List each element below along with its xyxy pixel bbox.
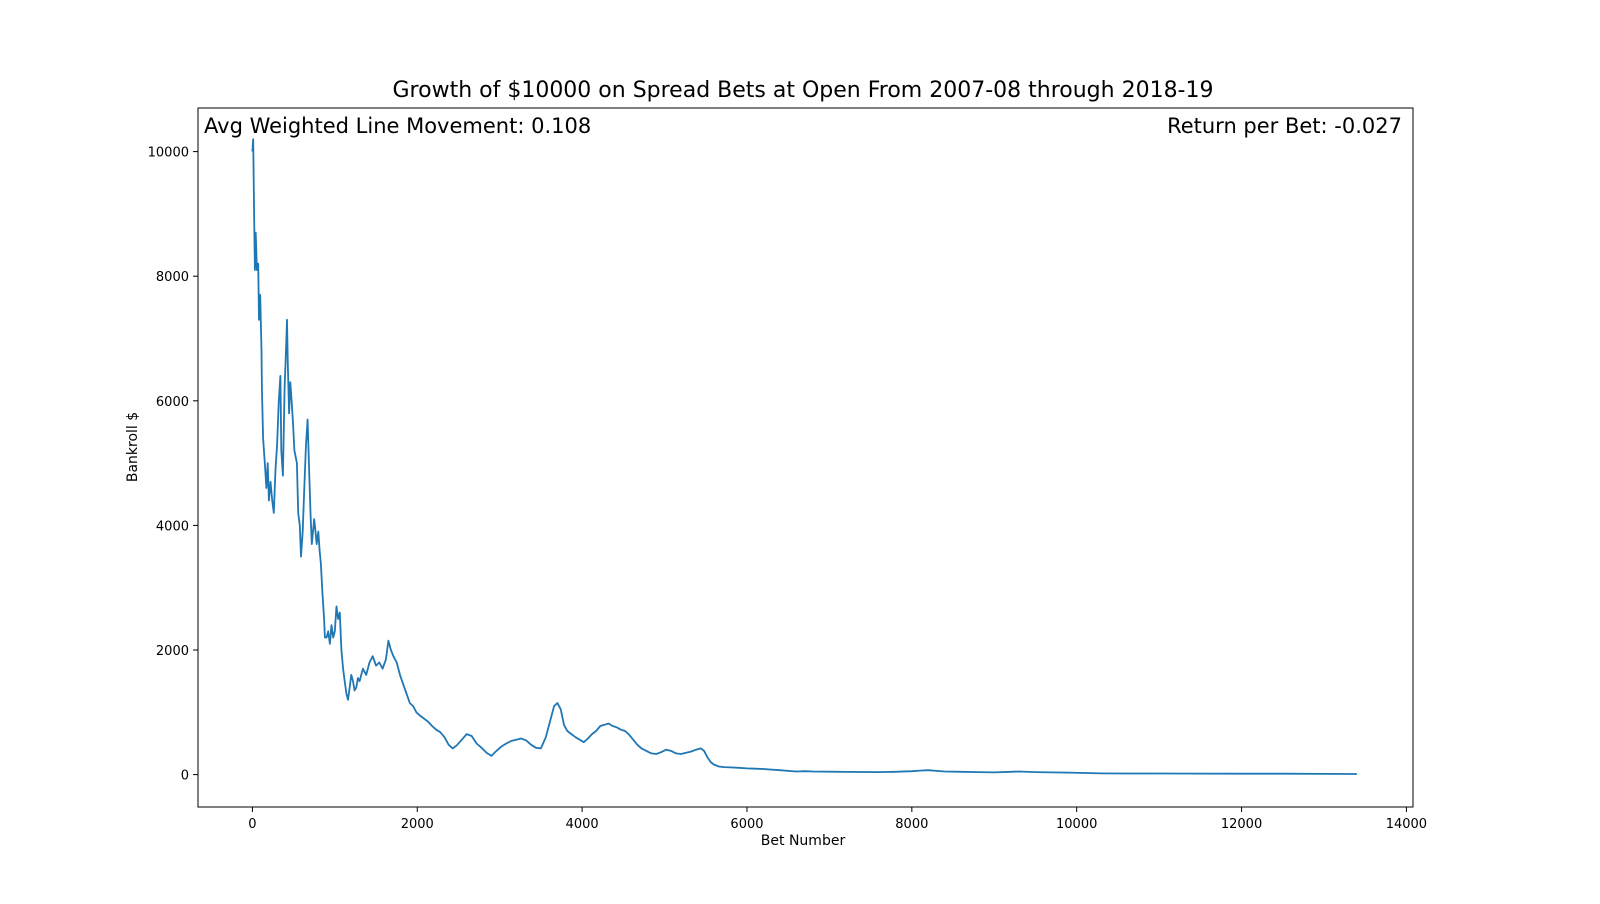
x-tick-label: 12000 <box>1221 817 1262 832</box>
x-tick-label: 6000 <box>730 817 763 832</box>
x-axis-label: Bet Number <box>761 833 846 849</box>
x-tick-label: 14000 <box>1386 817 1427 832</box>
avg-line-movement-annotation: Avg Weighted Line Movement: 0.108 <box>204 114 591 138</box>
bankroll-line <box>251 138 1357 775</box>
x-tick-label: 4000 <box>566 817 599 832</box>
y-tick-label: 4000 <box>156 519 189 534</box>
y-tick-label: 6000 <box>156 395 189 410</box>
return-per-bet-annotation: Return per Bet: -0.027 <box>1167 114 1402 138</box>
x-tick-label: 0 <box>248 817 256 832</box>
y-tick-label: 10000 <box>148 146 189 161</box>
x-axis-ticks: 0 2000 4000 6000 8000 10000 12000 14000 <box>248 807 1427 832</box>
x-tick-label: 8000 <box>895 817 928 832</box>
chart-title: Growth of $10000 on Spread Bets at Open … <box>393 78 1214 103</box>
plot-area <box>197 107 1414 808</box>
x-tick-label: 2000 <box>401 817 434 832</box>
y-tick-label: 0 <box>181 769 189 784</box>
y-axis-label: Bankroll $ <box>125 412 141 482</box>
x-tick-label: 10000 <box>1056 817 1097 832</box>
y-axis-ticks: 0 2000 4000 6000 8000 10000 <box>148 146 198 784</box>
plot-frame <box>197 107 1414 808</box>
y-tick-label: 2000 <box>156 644 189 659</box>
y-tick-label: 8000 <box>156 270 189 285</box>
